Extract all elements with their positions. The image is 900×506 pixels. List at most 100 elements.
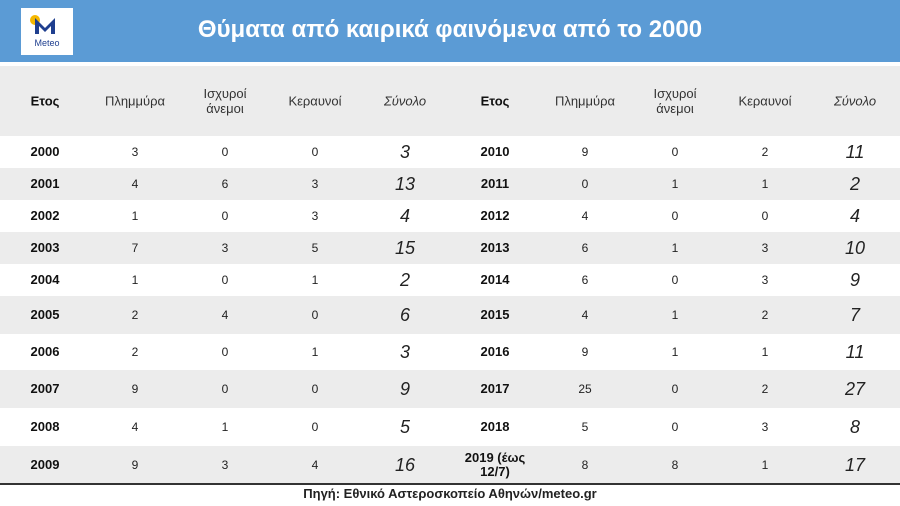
total: 3 (399, 142, 410, 162)
year: 2015 (480, 307, 510, 322)
year: 2014 (480, 272, 510, 287)
count: 6 (581, 241, 589, 255)
count: 0 (311, 382, 319, 396)
column-header: Πλημμύρα (104, 93, 166, 109)
count: 0 (671, 273, 679, 287)
column-header: Σύνολο (833, 93, 877, 109)
count: 0 (221, 145, 229, 159)
header-band: Meteo Θύματα από καιρικά φαινόμενα από τ… (0, 0, 900, 62)
count: 0 (221, 382, 229, 396)
count: 3 (311, 177, 319, 191)
total: 2 (399, 270, 410, 290)
header-row: Ετος Πλημμύρα Ισχυροί άνεμοι Κεραυνοί Σύνολο… (0, 66, 900, 136)
table-row: 2002 1 0 3 4 2012 4 0 0 4 (0, 200, 900, 232)
total: 11 (845, 142, 865, 162)
count: 2 (131, 345, 139, 359)
total: 7 (849, 305, 860, 325)
count: 3 (221, 457, 229, 472)
year: 2009 (30, 456, 60, 472)
count: 0 (221, 273, 229, 287)
count: 4 (131, 420, 139, 434)
count: 0 (761, 209, 769, 223)
count: 0 (671, 145, 679, 159)
year: 2011 (480, 176, 510, 191)
year: 2002 (30, 208, 60, 223)
count: 0 (671, 382, 679, 396)
count: 3 (311, 209, 319, 223)
total: 11 (845, 342, 865, 362)
count: 9 (131, 382, 139, 396)
count: 25 (578, 382, 592, 396)
count: 3 (131, 145, 139, 159)
count: 9 (581, 345, 589, 359)
count: 7 (131, 241, 139, 255)
total: 8 (849, 417, 860, 437)
count: 0 (671, 209, 679, 223)
table-row: 2007 9 0 0 9 2017 25 0 2 27 (0, 370, 900, 408)
count: 5 (311, 241, 319, 255)
total: 15 (394, 238, 416, 258)
total: 2 (849, 174, 860, 194)
year: 2006 (30, 344, 60, 359)
year: 2013 (480, 240, 510, 255)
count: 2 (761, 145, 769, 159)
count: 9 (131, 457, 139, 472)
count: 0 (671, 420, 679, 434)
year: 2005 (30, 307, 60, 322)
count: 6 (221, 177, 229, 191)
count: 2 (761, 308, 769, 322)
column-header: Σύνολο (383, 93, 427, 109)
column-header: Ισχυροί άνεμοι (653, 86, 697, 116)
count: 3 (761, 241, 769, 255)
count: 0 (221, 345, 229, 359)
count: 4 (581, 308, 589, 322)
count: 0 (311, 145, 319, 159)
table-row: 2008 4 1 0 5 2018 5 0 3 8 (0, 408, 900, 446)
total: 9 (399, 379, 410, 399)
year: 2016 (480, 344, 510, 359)
count: 4 (131, 177, 139, 191)
year: 2012 (480, 208, 510, 223)
count: 1 (761, 457, 769, 472)
logo: Meteo (21, 8, 73, 55)
table-row: 2009 9 3 4 16 2019 (έως 12/7) 8 8 1 17 (0, 446, 900, 483)
table-row: 2004 1 0 1 2 2014 6 0 3 9 (0, 264, 900, 296)
count: 1 (131, 273, 139, 287)
year: 2003 (30, 240, 60, 255)
year: 2008 (30, 419, 60, 434)
total: 9 (849, 270, 860, 290)
table-row: 2005 2 4 0 6 2015 4 1 2 7 (0, 296, 900, 334)
count: 1 (221, 420, 229, 434)
count: 3 (221, 241, 229, 255)
total: 6 (399, 305, 410, 325)
total: 13 (394, 174, 416, 194)
total: 4 (849, 206, 860, 226)
count: 0 (581, 177, 589, 191)
total: 10 (844, 238, 866, 258)
logo-text: Meteo (34, 38, 60, 48)
year: 2018 (480, 419, 510, 434)
year: 2007 (30, 381, 60, 396)
count: 1 (311, 273, 319, 287)
source: Πηγή: Εθνικό Αστεροσκοπείο Αθηνών/meteo.… (303, 486, 597, 501)
count: 0 (311, 420, 319, 434)
count: 0 (221, 209, 229, 223)
title: Θύματα από καιρικά φαινόμενα από το 2000 (197, 16, 703, 43)
count: 8 (581, 457, 589, 472)
total: 4 (399, 206, 410, 226)
count: 1 (761, 177, 769, 191)
year: 2004 (30, 272, 60, 287)
total: 17 (844, 454, 866, 475)
count: 1 (311, 345, 319, 359)
table-row: 2001 4 6 3 13 2011 0 1 1 2 (0, 168, 900, 200)
year: 2010 (480, 144, 510, 159)
year: 2001 (30, 176, 60, 191)
count: 1 (671, 308, 679, 322)
count: 5 (581, 420, 589, 434)
count: 1 (761, 345, 769, 359)
total: 5 (399, 417, 410, 437)
table-row: 2003 7 3 5 15 2013 6 1 3 10 (0, 232, 900, 264)
count: 6 (581, 273, 589, 287)
total: 16 (394, 454, 416, 475)
count: 8 (671, 457, 679, 472)
